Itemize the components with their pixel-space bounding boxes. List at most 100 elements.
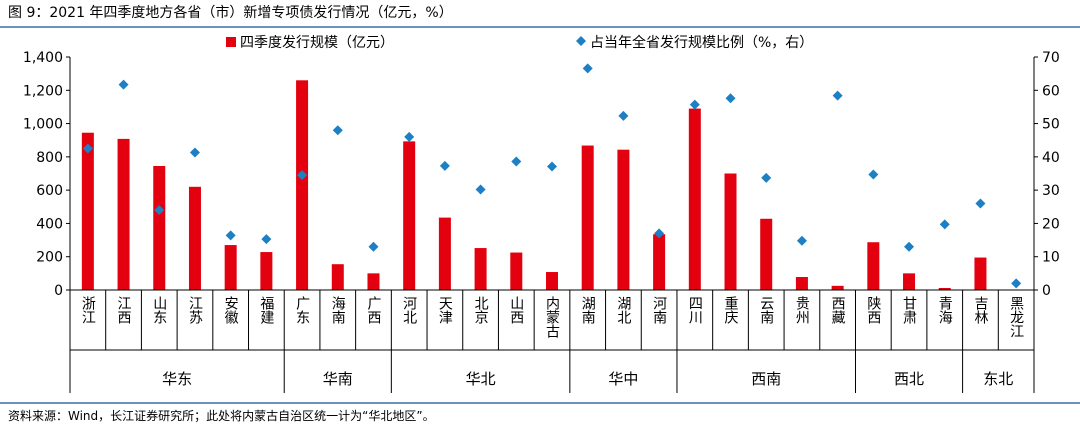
source-note: 资料来源：Wind，长江证券研究所；此处将内蒙古自治区统一计为“华北地区”。: [8, 408, 435, 423]
bar-陕西: [867, 242, 880, 290]
left-tick-label: 0: [54, 283, 63, 299]
category-label: 海南: [330, 296, 346, 324]
point-山西: [511, 156, 522, 167]
point-湖南: [582, 63, 593, 74]
point-吉林: [975, 198, 986, 209]
point-广西: [368, 241, 379, 252]
point-黑龙江: [1011, 278, 1022, 289]
bar-青海: [938, 288, 951, 290]
category-label: 重庆: [723, 296, 739, 324]
point-四川: [689, 99, 700, 110]
category-label: 山东: [151, 296, 167, 324]
point-内蒙古: [547, 161, 557, 172]
bar-江西: [117, 138, 130, 290]
legend: 四季度发行规模（亿元） 占当年全省发行规模比例（%，右）: [226, 34, 813, 51]
bar-河北: [403, 141, 416, 290]
bar-河南: [653, 234, 666, 290]
bar-内蒙古: [546, 272, 558, 290]
bar-西藏: [831, 285, 844, 290]
category-label: 吉林: [972, 296, 988, 324]
category-label: 甘肃: [901, 296, 917, 324]
point-福建: [261, 234, 272, 245]
category-label: 广西: [365, 296, 381, 324]
category-label: 四川: [687, 296, 703, 324]
category-label: 广东: [294, 296, 310, 324]
legend-bar-swatch: [226, 37, 236, 47]
right-tick-label: 30: [1042, 183, 1060, 199]
category-label: 云南: [758, 296, 774, 324]
left-tick-label: 1,400: [23, 50, 63, 66]
right-tick-label: 10: [1042, 250, 1060, 266]
legend-point-swatch: [576, 36, 586, 46]
category-label: 湖北: [615, 296, 631, 325]
chart-title: 图 9：2021 年四季度地方各省（市）新增专项债发行情况（亿元，%）: [8, 4, 453, 21]
right-tick-label: 20: [1042, 216, 1060, 232]
legend-bar-label: 四季度发行规模（亿元）: [240, 35, 394, 51]
right-tick-label: 60: [1042, 83, 1060, 99]
category-label: 江西: [116, 296, 132, 324]
legend-point-label: 占当年全省发行规模比例（%，右）: [590, 34, 813, 51]
point-甘肃: [904, 241, 915, 252]
point-江西: [118, 79, 129, 90]
point-广东: [297, 170, 308, 181]
category-label: 西藏: [830, 296, 846, 324]
category-label: 黑龙江: [1008, 296, 1024, 338]
region-label: 华北: [466, 370, 496, 388]
point-海南: [332, 125, 343, 136]
region-axis: 华东 华南 华北 华中 西南 西北 东北: [69, 349, 1035, 393]
bar-浙江: [81, 132, 94, 290]
category-label: 青海: [937, 296, 953, 324]
bar-广东: [296, 80, 309, 290]
bar-广西: [367, 273, 380, 290]
bar-江苏: [188, 186, 201, 290]
category-label: 河南: [651, 296, 667, 324]
bar-四川: [688, 108, 701, 290]
left-y-axis: 0 200 400 600 800 1,000 1,200 1,400: [23, 50, 71, 299]
right-tick-label: 0: [1042, 283, 1051, 299]
category-label: 浙江: [80, 296, 96, 324]
region-label: 华南: [323, 370, 353, 388]
bar-山西: [510, 252, 523, 290]
bar-福建: [260, 252, 273, 290]
x-axis: 浙江 江西 山东 江苏 安徽 福建 广东 海南 广西 河北 天津 北京 山西 内蒙古 湖南 湖北 河南 四川 重庆云…: [69, 289, 1035, 350]
point-山东: [154, 205, 165, 216]
bar-湖北: [617, 149, 630, 290]
category-label: 陕西: [865, 296, 881, 324]
bar-重庆: [724, 173, 737, 290]
category-label: 安徽: [223, 296, 239, 324]
left-tick-label: 1,000: [23, 117, 63, 133]
bar-贵州: [795, 277, 808, 290]
point-西藏: [832, 90, 843, 101]
region-label: 西南: [751, 370, 781, 388]
point-云南: [761, 172, 772, 183]
bar-甘肃: [903, 273, 916, 290]
point-浙江: [82, 143, 93, 154]
category-label: 贵州: [794, 296, 810, 324]
region-label: 西北: [894, 370, 924, 388]
point-陕西: [868, 169, 879, 180]
bar-天津: [438, 217, 451, 290]
left-tick-label: 600: [36, 183, 63, 199]
point-series: [82, 63, 1022, 289]
point-河南: [654, 228, 665, 239]
point-安徽: [225, 230, 236, 241]
category-label: 江苏: [187, 296, 203, 325]
category-label: 福建: [258, 296, 274, 325]
point-天津: [439, 160, 450, 171]
left-tick-label: 200: [36, 250, 63, 266]
point-重庆: [725, 93, 736, 104]
category-label: 河北: [401, 296, 417, 325]
category-label: 北京: [473, 296, 489, 324]
left-tick-label: 400: [36, 216, 63, 232]
region-label: 华中: [608, 370, 638, 388]
point-贵州: [796, 235, 807, 246]
point-河北: [404, 131, 415, 142]
point-湖北: [618, 110, 629, 121]
category-label: 天津: [437, 296, 453, 324]
category-label: 山西: [508, 296, 524, 324]
point-江苏: [189, 147, 200, 158]
point-北京: [475, 184, 486, 195]
left-tick-label: 1,200: [23, 83, 63, 99]
bar-湖南: [581, 145, 594, 290]
